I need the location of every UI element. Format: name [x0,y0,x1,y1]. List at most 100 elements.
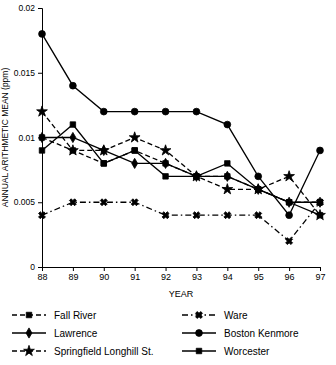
marker [284,236,294,246]
marker [129,197,139,207]
marker [194,174,199,179]
marker [253,184,264,194]
marker [286,212,293,219]
x-tick-label: 90 [99,272,109,282]
x-tick-label: 94 [223,272,233,282]
marker [317,212,322,217]
legend-label: Lawrence [54,328,98,339]
x-tick: 88 [37,267,47,282]
marker [131,108,138,115]
marker [98,145,109,155]
marker [284,171,295,181]
series-line [42,138,320,203]
marker [39,31,46,38]
marker [286,200,291,205]
marker [39,132,45,142]
marker [101,161,106,166]
x-tick-mark [166,267,167,271]
marker [162,108,169,115]
x-tick: 95 [254,267,264,282]
marker [129,132,140,142]
marker [253,210,263,220]
x-tick: 90 [99,267,109,282]
marker [286,197,292,207]
x-tick-label: 95 [254,272,264,282]
series-line [42,112,320,216]
marker [132,148,137,153]
legend-entry: Ware [182,310,248,321]
marker [191,210,201,220]
legend-marker [196,330,203,337]
marker [132,158,138,168]
legend-marker [196,348,201,353]
x-tick-label: 93 [192,272,202,282]
x-tick-mark [196,267,197,271]
y-tick-label: 0.005 [14,197,36,207]
y-axis: 0 0.005 0.01 0.015 0.02 [14,3,43,272]
x-tick: 94 [223,267,233,282]
y-tick: 0 [30,262,42,272]
x-axis-title: YEAR [169,289,194,299]
marker [255,187,260,192]
y-axis-title: ANNUAL ARITHMETIC MEAN (ppm) [0,68,10,208]
marker [315,197,325,207]
y-tick-mark [38,73,42,74]
marker [70,132,76,142]
marker [317,147,324,154]
marker [100,108,107,115]
marker [37,210,47,220]
y-tick-label: 0.01 [18,133,35,143]
legend-label: Fall River [54,310,97,321]
x-tick-label: 97 [315,272,325,282]
marker [39,148,44,153]
legend-label: Boston Kenmore [224,328,299,339]
x-tick-mark [104,267,105,271]
y-tick-label: 0.02 [18,3,35,13]
marker [70,122,75,127]
legend-label: Worcester [224,346,270,357]
y-tick: 0.005 [14,197,42,207]
x-tick-mark [320,267,321,271]
marker [255,173,262,180]
x-tick: 89 [68,267,78,282]
y-tick: 0.015 [14,68,42,78]
legend-entry: Springfield Longhill St. [12,345,154,356]
x-axis: 88899091929394959697 [37,267,325,282]
marker [222,184,233,194]
y-tick-label: 0 [30,262,35,272]
x-tick-label: 88 [37,272,47,282]
x-tick-mark [73,267,74,271]
marker [163,174,168,179]
y-tick-mark [38,8,42,9]
marker [68,197,78,207]
x-tick-label: 92 [161,272,171,282]
y-tick: 0.01 [18,133,42,143]
marker [37,106,48,116]
chart: 8889909192939495969700.0050.010.0150.02Y… [0,0,336,365]
x-tick-label: 89 [68,272,78,282]
series-line [42,202,320,241]
series-group [37,31,326,247]
x-tick: 91 [130,267,140,282]
x-tick-mark [135,267,136,271]
marker [224,171,230,181]
legend-entry: Boston Kenmore [182,328,299,339]
y-tick-mark [38,267,42,268]
legend-label: Springfield Longhill St. [54,346,154,357]
marker [163,158,169,168]
marker [132,148,137,153]
series-line [42,138,320,203]
legend-marker [24,345,35,355]
legend-entry: Fall River [12,310,97,321]
x-tick-mark [289,267,290,271]
legend-marker [26,328,32,338]
marker [68,145,79,155]
x-axis-line [43,268,321,272]
marker [194,174,199,179]
x-tick-mark [227,267,228,271]
x-tick: 97 [315,267,325,282]
marker [286,200,291,205]
y-tick: 0.02 [18,3,42,13]
x-tick-mark [258,267,259,271]
legend: Fall River Lawrence Springfield Longhill S… [12,310,299,357]
